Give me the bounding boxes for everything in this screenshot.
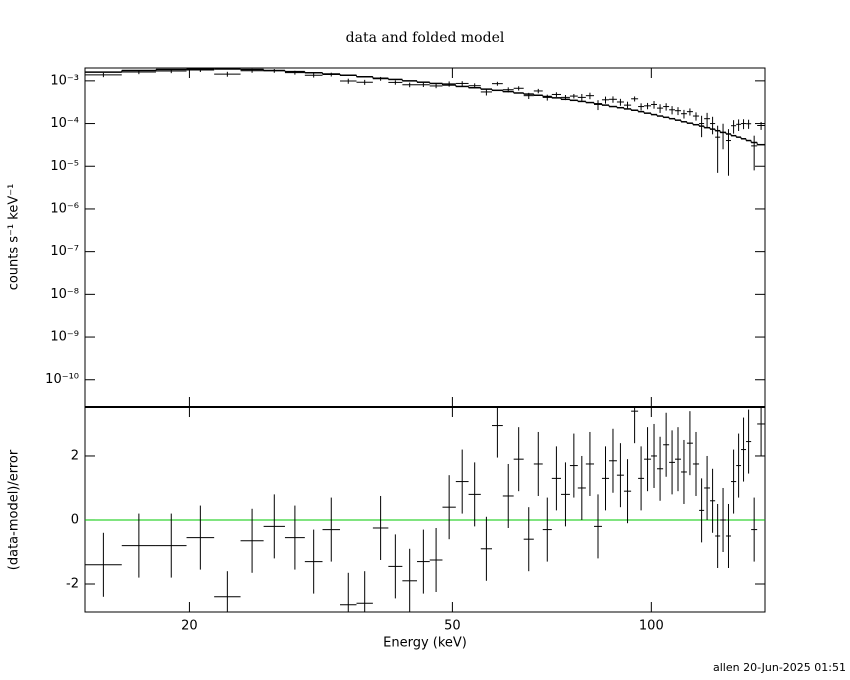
- x-axis-label: Energy (keV): [383, 636, 467, 651]
- y-axis-label: (data-model)/error: [7, 449, 22, 570]
- y-tick-label: 2: [71, 448, 79, 463]
- y-tick-label: 10⁻¹⁰: [45, 372, 79, 387]
- y-tick-label: 0: [71, 512, 79, 527]
- chart-title: data and folded model: [346, 30, 505, 46]
- x-tick-label: 50: [444, 619, 461, 634]
- y-tick-label: 10⁻⁵: [50, 159, 79, 174]
- x-tick-label: 20: [181, 619, 198, 634]
- footer: allen 20-Jun-2025 01:51: [713, 661, 846, 674]
- y-tick-label: 10⁻⁴: [50, 116, 79, 131]
- y-tick-label: 10⁻⁸: [50, 287, 79, 302]
- y-tick-label: 10⁻⁶: [50, 201, 79, 216]
- y-tick-label: 10⁻⁷: [50, 244, 79, 259]
- y-tick-label: 10⁻³: [50, 73, 79, 88]
- y-tick-label: 10⁻⁹: [50, 330, 79, 345]
- plot-frame: [84, 67, 766, 613]
- x-tick-label: 100: [639, 619, 664, 634]
- y-axis-label: counts s⁻¹ keV⁻¹: [7, 184, 22, 291]
- y-tick-label: -2: [66, 576, 79, 591]
